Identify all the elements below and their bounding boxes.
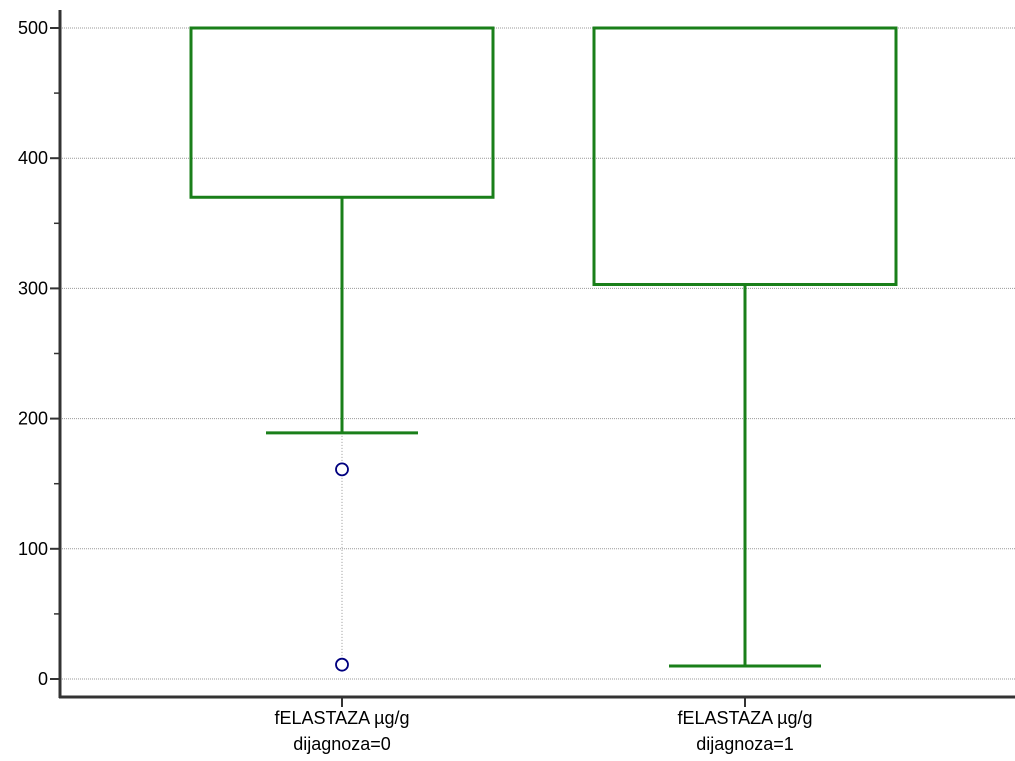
grid-lines [60, 27, 1015, 680]
y-tick-label: 100 [18, 539, 48, 559]
box-group [189, 26, 495, 672]
box-rect [189, 26, 495, 199]
category-label-line1: fELASTAZA µg/g [677, 708, 812, 728]
box-rect [592, 26, 898, 286]
y-tick-label: 0 [38, 669, 48, 689]
category-label-line2: dijagnoza=0 [293, 734, 391, 754]
category-label-line2: dijagnoza=1 [696, 734, 794, 754]
y-tick-label: 500 [18, 18, 48, 38]
category-labels: fELASTAZA µg/g dijagnoza=0 fELASTAZA µg/g d… [274, 697, 813, 754]
category-label-line1: fELASTAZA µg/g [274, 708, 409, 728]
y-tick-label: 400 [18, 148, 48, 168]
y-tick-label: 200 [18, 409, 48, 429]
y-ticks: 0 100 200 300 400 500 [18, 18, 60, 689]
box-group [592, 26, 898, 668]
outlier-point [335, 657, 349, 672]
axes [58, 10, 1015, 699]
y-tick-label: 300 [18, 278, 48, 298]
boxes [189, 26, 898, 672]
outlier-point [335, 462, 349, 477]
